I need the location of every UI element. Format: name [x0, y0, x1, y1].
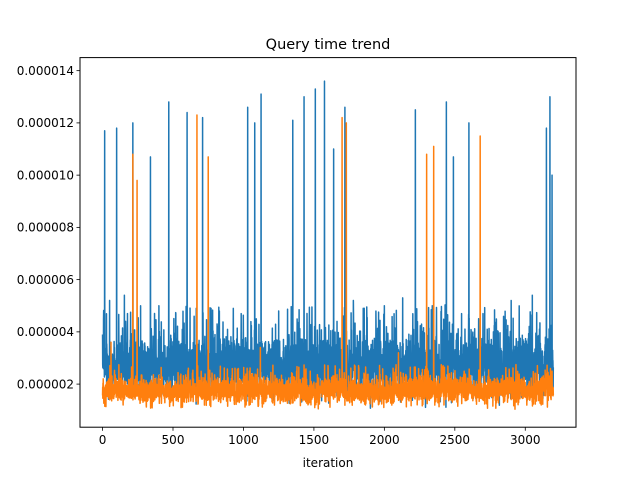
y-tick-label: 0.000010: [17, 168, 74, 182]
series-line: [101, 114, 555, 411]
x-tick-label: 1500: [299, 433, 330, 447]
x-tick-label: 500: [162, 433, 185, 447]
y-tick-label: 0.000004: [17, 325, 74, 339]
y-tick-label: 0.000014: [17, 64, 74, 78]
y-axis: 0.000002 0.000004 0.000006 0.000008 0.000010…: [17, 64, 80, 391]
x-tick-label: 2500: [440, 433, 471, 447]
y-tick-label: 0.000006: [17, 273, 74, 287]
x-tick-label: 0: [99, 433, 107, 447]
x-tick-label: 3000: [510, 433, 541, 447]
x-axis-label: iteration: [303, 456, 354, 470]
axes-frame: [79, 57, 577, 428]
x-tick-label: 1000: [228, 433, 259, 447]
chart-title: Query time trend: [266, 37, 391, 53]
y-tick-label: 0.000002: [17, 377, 74, 391]
plot-series: [101, 80, 555, 411]
y-tick-label: 0.000012: [17, 116, 74, 130]
x-tick-label: 2000: [369, 433, 400, 447]
x-axis: 0 500 1000 1500 2000 2500 3000: [99, 427, 541, 447]
y-tick-label: 0.000008: [17, 221, 74, 235]
